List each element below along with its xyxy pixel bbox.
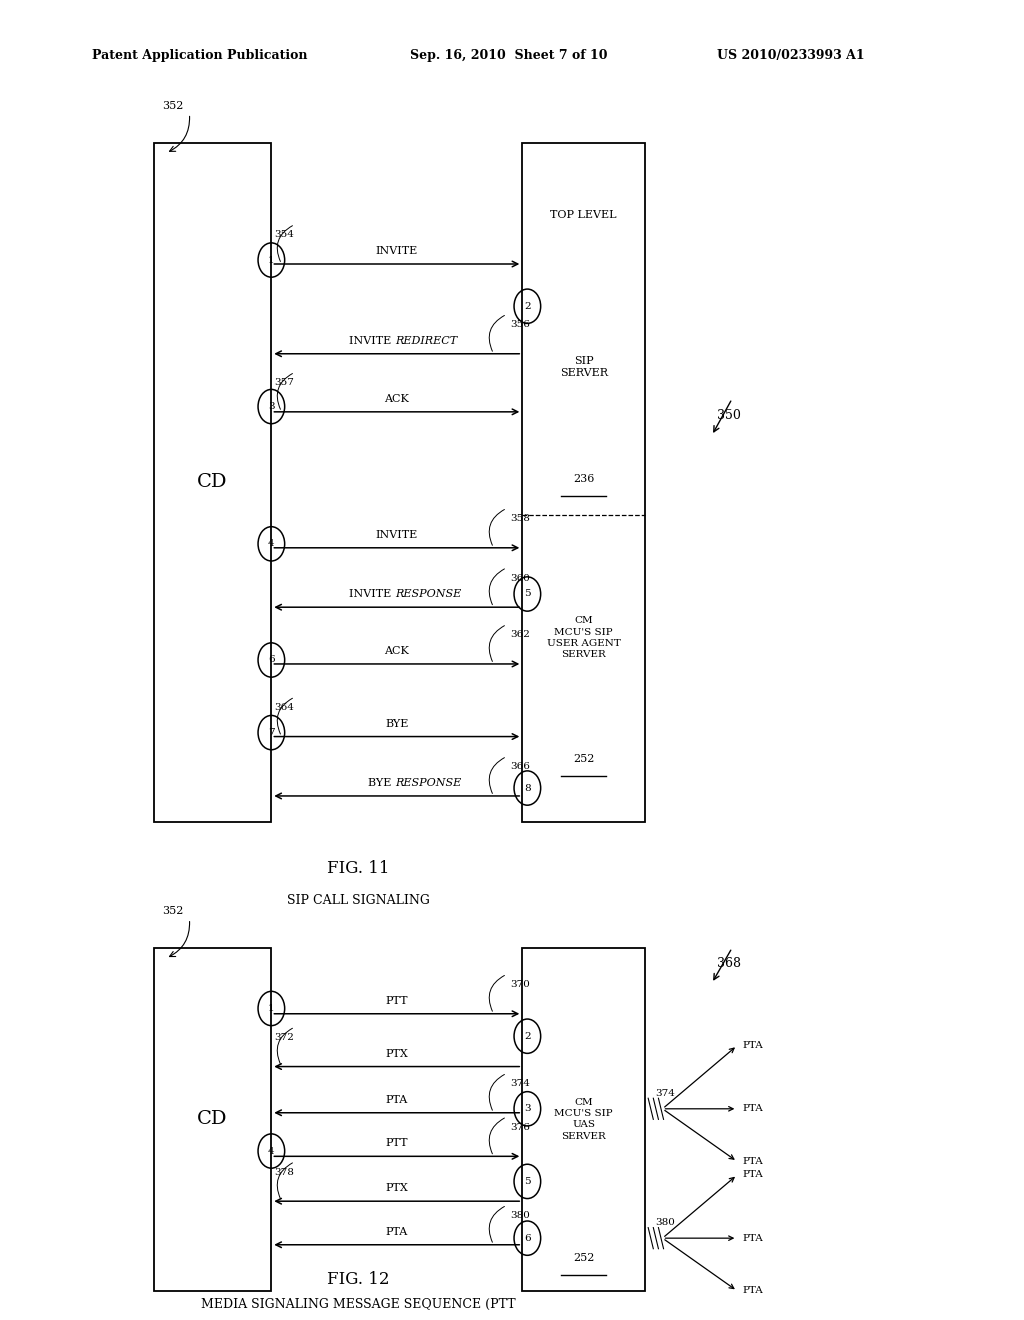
Text: REDIRECT: REDIRECT	[395, 335, 457, 346]
Text: CD: CD	[198, 1110, 227, 1129]
Text: PTT: PTT	[386, 1138, 408, 1148]
Text: PTA: PTA	[742, 1041, 763, 1049]
Text: 374: 374	[510, 1080, 529, 1088]
Text: PTA: PTA	[742, 1105, 763, 1113]
Text: 236: 236	[573, 474, 594, 484]
Text: INVITE: INVITE	[376, 529, 418, 540]
Text: 378: 378	[274, 1168, 294, 1176]
Text: PTX: PTX	[385, 1183, 409, 1193]
Text: 362: 362	[510, 631, 529, 639]
Text: 352: 352	[162, 906, 183, 916]
Text: 1: 1	[268, 256, 274, 264]
Text: 8: 8	[524, 784, 530, 792]
Text: RESPONSE: RESPONSE	[395, 777, 461, 788]
Text: TOP LEVEL: TOP LEVEL	[551, 210, 616, 220]
Text: 357: 357	[274, 379, 294, 387]
Text: Patent Application Publication: Patent Application Publication	[92, 49, 307, 62]
Text: 356: 356	[510, 321, 529, 329]
Text: US 2010/0233993 A1: US 2010/0233993 A1	[717, 49, 864, 62]
Text: 6: 6	[268, 656, 274, 664]
Text: ACK: ACK	[384, 645, 410, 656]
Text: FIG. 11: FIG. 11	[327, 861, 390, 876]
Text: 6: 6	[524, 1234, 530, 1242]
Text: BYE: BYE	[385, 718, 409, 729]
Text: SIP CALL SIGNALING: SIP CALL SIGNALING	[287, 894, 430, 907]
Text: INVITE: INVITE	[376, 246, 418, 256]
Text: SIP
SERVER: SIP SERVER	[560, 356, 607, 378]
Text: 366: 366	[510, 763, 529, 771]
Text: 7: 7	[268, 729, 274, 737]
Text: 4: 4	[268, 1147, 274, 1155]
Text: 372: 372	[274, 1034, 294, 1041]
Text: 352: 352	[162, 100, 183, 111]
Text: 5: 5	[524, 1177, 530, 1185]
Text: 2: 2	[524, 1032, 530, 1040]
Text: MEDIA SIGNALING MESSAGE SEQUENCE (PTT: MEDIA SIGNALING MESSAGE SEQUENCE (PTT	[201, 1298, 516, 1311]
Text: 368: 368	[717, 957, 740, 970]
Text: 380: 380	[655, 1218, 675, 1228]
FancyBboxPatch shape	[522, 143, 645, 822]
Text: CM
MCU'S SIP
USER AGENT
SERVER: CM MCU'S SIP USER AGENT SERVER	[547, 616, 621, 659]
Text: PTA: PTA	[742, 1171, 763, 1179]
Text: BYE: BYE	[368, 777, 395, 788]
Text: RESPONSE: RESPONSE	[395, 589, 461, 599]
Text: 354: 354	[274, 231, 294, 239]
Text: 380: 380	[510, 1212, 529, 1220]
Text: FIG. 12: FIG. 12	[327, 1271, 390, 1287]
Text: PTX: PTX	[385, 1048, 409, 1059]
Text: 1: 1	[268, 1005, 274, 1012]
Text: INVITE: INVITE	[349, 335, 395, 346]
Text: 364: 364	[274, 704, 294, 711]
Text: 252: 252	[573, 754, 594, 764]
Text: 3: 3	[524, 1105, 530, 1113]
Text: INVITE: INVITE	[349, 589, 395, 599]
Text: Sep. 16, 2010  Sheet 7 of 10: Sep. 16, 2010 Sheet 7 of 10	[410, 49, 607, 62]
Text: 252: 252	[573, 1253, 594, 1263]
Text: PTA: PTA	[742, 1234, 763, 1242]
Text: 376: 376	[510, 1123, 529, 1131]
Text: ACK: ACK	[384, 393, 410, 404]
Text: PTA: PTA	[386, 1226, 408, 1237]
Text: 2: 2	[524, 302, 530, 310]
Text: PTA: PTA	[742, 1287, 763, 1295]
Text: CD: CD	[198, 474, 227, 491]
Text: 358: 358	[510, 515, 529, 523]
Text: 370: 370	[510, 981, 529, 989]
Text: 360: 360	[510, 574, 529, 582]
Text: 350: 350	[717, 409, 740, 422]
Text: PTT: PTT	[386, 995, 408, 1006]
Text: PTA: PTA	[742, 1158, 763, 1166]
FancyBboxPatch shape	[154, 143, 271, 822]
Text: 5: 5	[524, 590, 530, 598]
FancyBboxPatch shape	[522, 948, 645, 1291]
FancyBboxPatch shape	[154, 948, 271, 1291]
Text: PTA: PTA	[386, 1094, 408, 1105]
Text: 3: 3	[268, 403, 274, 411]
Text: 374: 374	[655, 1089, 675, 1098]
Text: 4: 4	[268, 540, 274, 548]
Text: CM
MCU'S SIP
UAS
SERVER: CM MCU'S SIP UAS SERVER	[554, 1098, 613, 1140]
